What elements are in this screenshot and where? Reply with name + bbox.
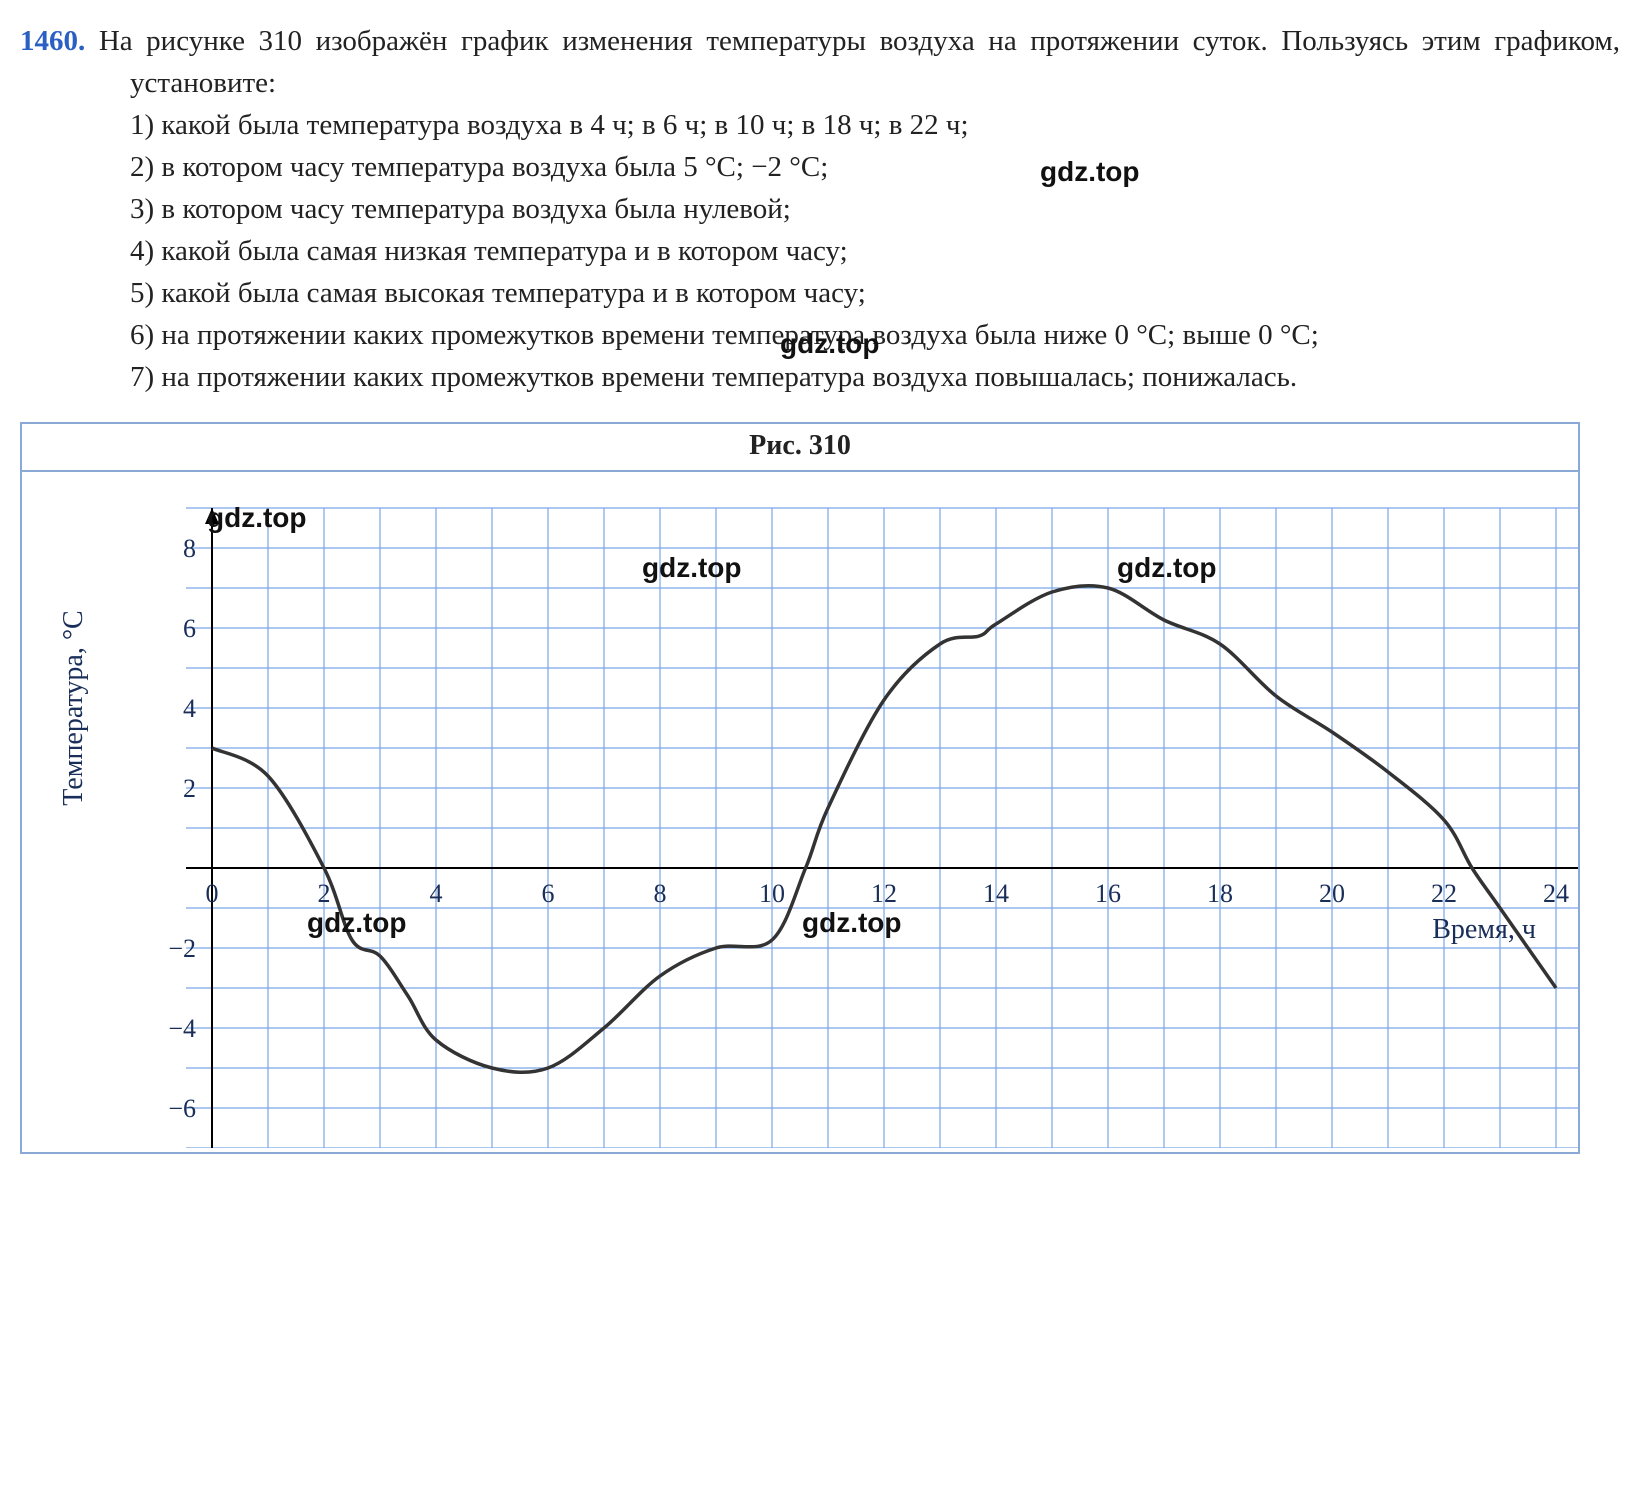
svg-text:6: 6 <box>183 614 196 643</box>
svg-text:−4: −4 <box>168 1014 196 1043</box>
svg-text:16: 16 <box>1095 879 1121 908</box>
svg-text:10: 10 <box>759 879 785 908</box>
svg-text:20: 20 <box>1319 879 1345 908</box>
problem-lead-text: На рисунке 310 изображён график изменени… <box>99 25 1620 99</box>
svg-text:24: 24 <box>1543 879 1569 908</box>
svg-text:8: 8 <box>654 879 667 908</box>
svg-text:−2: −2 <box>168 934 196 963</box>
svg-text:6: 6 <box>542 879 555 908</box>
svg-text:22: 22 <box>1431 879 1457 908</box>
problem-items: 1) какой была температура воздуха в 4 ч;… <box>20 104 1620 398</box>
svg-text:2: 2 <box>183 774 196 803</box>
svg-text:14: 14 <box>983 879 1009 908</box>
svg-text:4: 4 <box>430 879 443 908</box>
list-item: 2) в котором часу температура воздуха бы… <box>130 146 1620 188</box>
svg-text:12: 12 <box>871 879 897 908</box>
problem-block: 1460. На рисунке 310 изображён график из… <box>20 20 1620 398</box>
list-item: 1) какой была температура воздуха в 4 ч;… <box>130 104 1620 146</box>
problem-lead-line: 1460. На рисунке 310 изображён график из… <box>20 20 1620 104</box>
chart-frame: Рис. 310 gdz.top gdz.top gdz.top gdz.top… <box>20 422 1580 1154</box>
svg-text:0: 0 <box>206 879 219 908</box>
chart-title: Рис. 310 <box>22 424 1578 472</box>
svg-text:8: 8 <box>183 534 196 563</box>
svg-text:Температура, °C: Температура, °C <box>58 611 89 806</box>
page-wrapper: gdz.top gdz.top 1460. На рисунке 310 изо… <box>20 20 1620 1154</box>
svg-text:18: 18 <box>1207 879 1233 908</box>
list-item: 3) в котором часу температура воздуха бы… <box>130 188 1620 230</box>
temperature-line-chart: 024681012141618202224−6−4−22468Время, чТ… <box>22 472 1578 1148</box>
list-item: 4) какой была самая низкая температура и… <box>130 230 1620 272</box>
chart-body: gdz.top gdz.top gdz.top gdz.top gdz.top … <box>22 472 1578 1152</box>
list-item: 7) на протяжении каких промежутков време… <box>130 356 1620 398</box>
list-item: 5) какой была самая высокая температура … <box>130 272 1620 314</box>
svg-text:4: 4 <box>183 694 196 723</box>
svg-text:Время, ч: Время, ч <box>1432 914 1536 945</box>
list-item: 6) на протяжении каких промежутков време… <box>130 314 1620 356</box>
problem-number: 1460. <box>20 25 85 57</box>
svg-text:2: 2 <box>318 879 331 908</box>
svg-text:−6: −6 <box>168 1094 196 1123</box>
